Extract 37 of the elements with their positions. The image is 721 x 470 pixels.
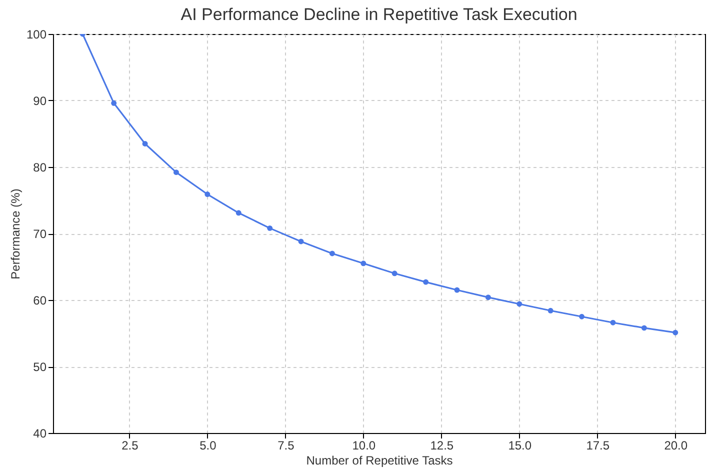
y-tick-label: 50 — [33, 360, 47, 374]
point — [267, 225, 273, 231]
point — [360, 260, 366, 266]
x-axis-title: Number of Repetitive Tasks — [306, 454, 453, 468]
y-axis-title: Performance (%) — [8, 188, 22, 280]
y-tick-label: 80 — [33, 160, 47, 174]
point — [610, 320, 616, 326]
point — [672, 330, 678, 336]
point — [516, 301, 522, 307]
point — [329, 250, 335, 256]
point — [579, 314, 585, 320]
x-tick-label: 20.0 — [664, 438, 688, 452]
y-tick-label: 60 — [33, 294, 47, 308]
x-tick-label: 10.0 — [352, 438, 376, 452]
point — [173, 170, 179, 176]
x-tick-label: 5.0 — [200, 438, 217, 452]
point — [236, 210, 242, 216]
x-tick-label: 12.5 — [430, 438, 454, 452]
point — [641, 325, 647, 331]
x-tick-label: 2.5 — [122, 438, 139, 452]
point — [298, 238, 304, 244]
point — [423, 279, 429, 285]
point — [485, 294, 491, 300]
point — [204, 192, 210, 197]
point — [548, 308, 554, 314]
y-tick-label: 70 — [33, 227, 47, 241]
y-tick-label: 40 — [33, 426, 47, 440]
point — [111, 100, 117, 106]
point — [392, 270, 398, 276]
x-tick-label: 17.5 — [586, 438, 610, 452]
point — [142, 140, 148, 146]
chart-title: AI Performance Decline in Repetitive Task Execution — [180, 5, 578, 24]
y-tick-label: 100 — [26, 28, 47, 42]
x-tick-label: 15.0 — [508, 438, 532, 452]
point — [454, 287, 460, 293]
x-tick-label: 7.5 — [278, 438, 295, 452]
y-tick-label: 90 — [33, 94, 47, 108]
